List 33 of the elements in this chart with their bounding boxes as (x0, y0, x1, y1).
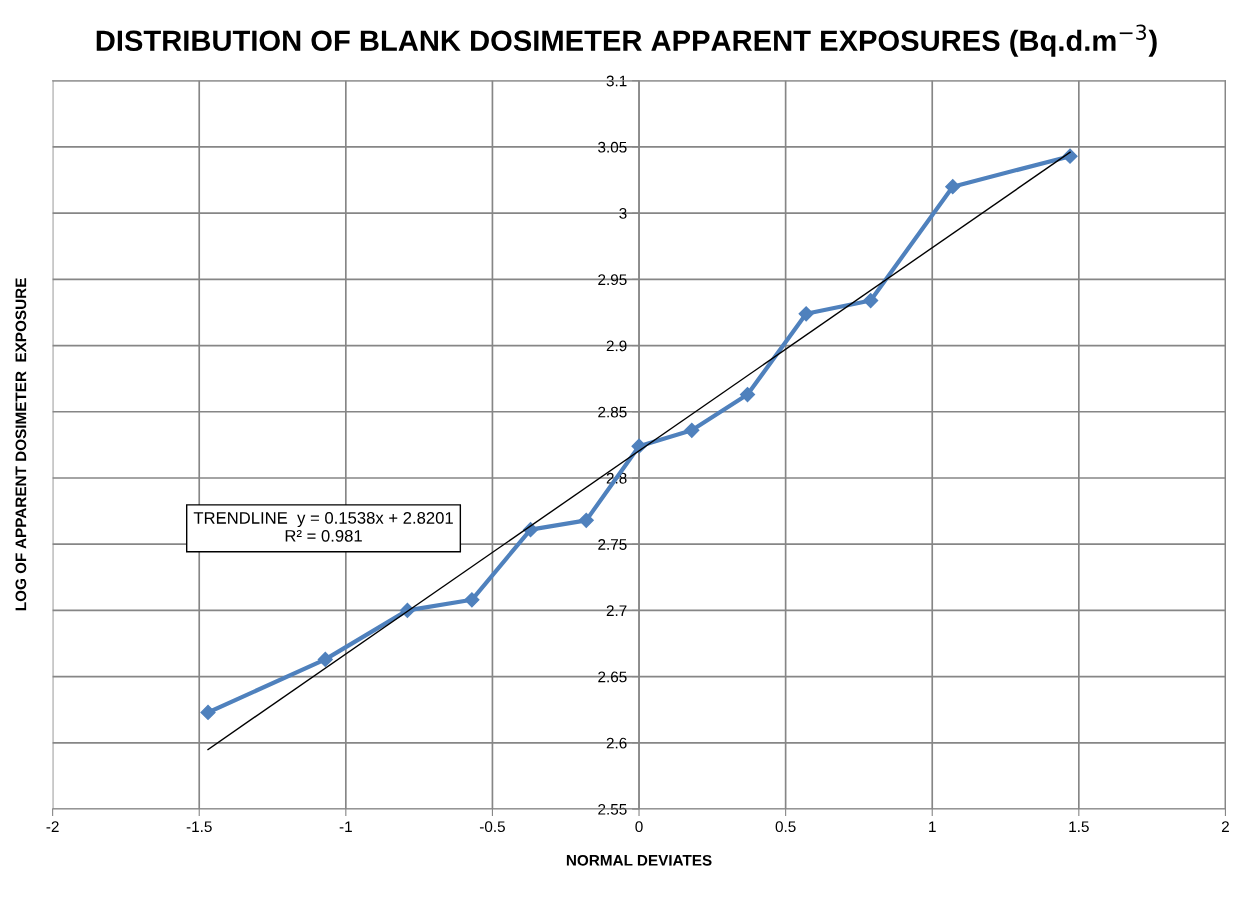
y-tick-label: 3.05 (598, 141, 627, 153)
point (739, 386, 756, 403)
point (464, 592, 480, 608)
y-tick-label: 2.7 (606, 605, 627, 616)
y-tick-label: 2.6 (606, 737, 627, 749)
x-tick-label: 1.5 (1069, 821, 1089, 833)
x-tick-label: -1.5 (186, 821, 212, 833)
point (863, 292, 879, 309)
annotation: TRENDLINE y = 0.1538x + 2.8201 R² = 0.981 (193, 512, 453, 542)
x-tick-label: -0.5 (479, 821, 505, 833)
y-tick-label: 2.65 (598, 671, 627, 683)
y-tick-label: 2.75 (598, 539, 627, 550)
point (945, 179, 961, 195)
x-tick-label: 2 (1221, 821, 1229, 832)
point (200, 704, 216, 720)
point (578, 512, 594, 528)
y-tick-label: 2.55 (598, 803, 627, 815)
y-tick-label: 2.85 (598, 406, 627, 418)
y-tick-label: 3.1 (606, 75, 627, 87)
y-tick-label: 2.9 (606, 340, 627, 352)
x-tick-label: 0.5 (775, 821, 796, 833)
x-tick-label: -1 (339, 821, 352, 832)
y-tick-label: 2.95 (598, 274, 627, 286)
y-axis-title: LOG OF APPARENT DOSIMETER EXPOSURE (15, 278, 27, 611)
point (317, 651, 333, 667)
x-axis-title: NORMAL DEVIATES (566, 854, 712, 866)
x-tick-label: 1 (929, 821, 936, 832)
x-tick-label: -2 (46, 821, 59, 832)
y-tick-label: 3 (619, 208, 627, 219)
point (684, 422, 700, 438)
chart-title: DISTRIBUTION OF BLANK DOSIMETER APPARENT EXPOSURES (Bq.d.m$^{−3}$) (96, 24, 1157, 57)
x-tick-label: 0 (635, 821, 643, 833)
point (798, 306, 814, 322)
